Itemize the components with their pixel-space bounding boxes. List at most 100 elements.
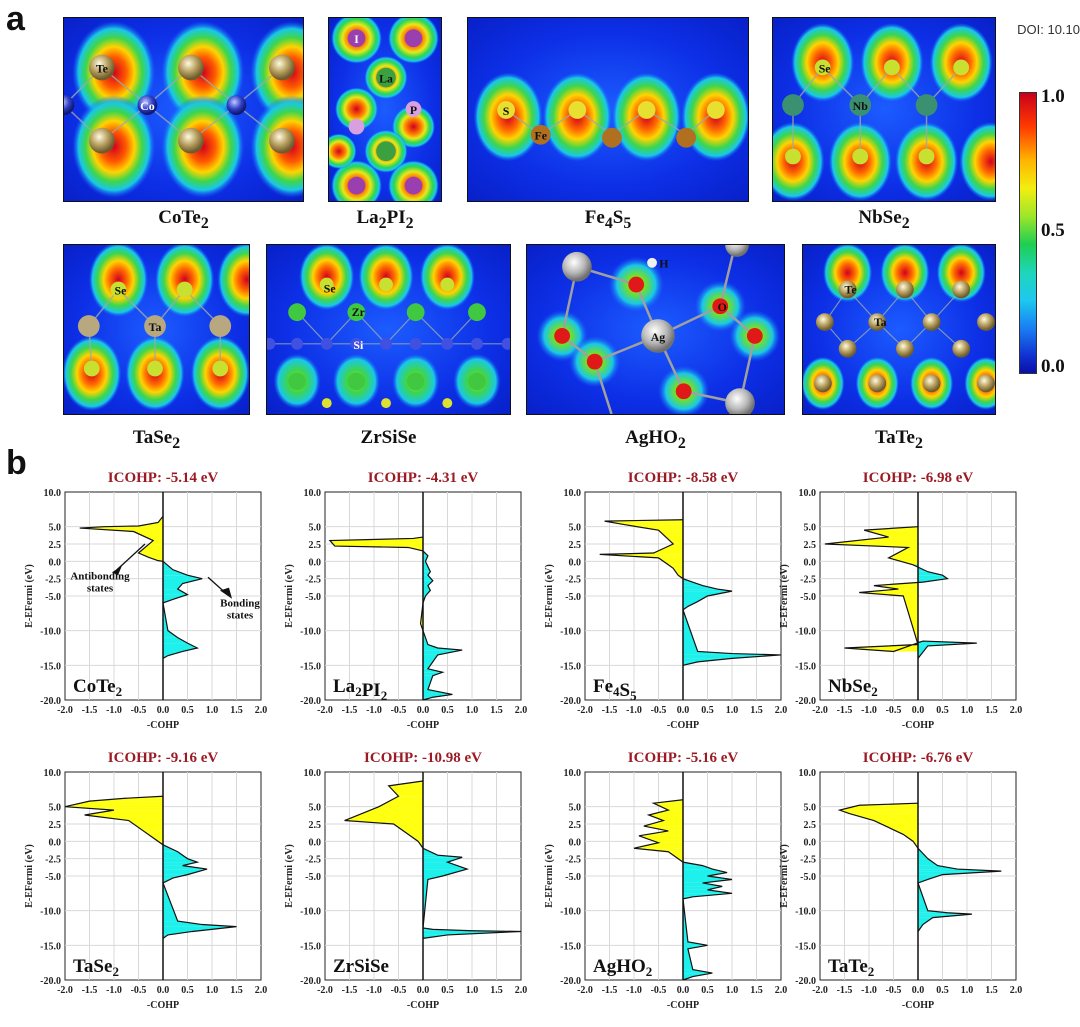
cohp-fill xyxy=(413,537,423,539)
x-tick-label: -0.5 xyxy=(886,705,902,716)
y-tick-label: -15.0 xyxy=(300,661,321,672)
cohp-fill xyxy=(423,675,433,690)
x-tick-label: 0.0 xyxy=(417,705,430,716)
doi-text: DOI: 10.10 xyxy=(1017,22,1080,37)
colorbar xyxy=(1019,92,1037,374)
cohp-fill xyxy=(408,834,423,842)
x-tick-label: -0.5 xyxy=(651,705,667,716)
x-tick-label: -1.0 xyxy=(626,705,642,716)
y-tick-label: -15.0 xyxy=(795,661,816,672)
y-axis-label: E-EFermi (eV) xyxy=(284,844,295,908)
charge-map-agho2: H Ag O xyxy=(526,244,785,415)
colorbar-tick-min: 0.0 xyxy=(1041,356,1065,377)
y-tick-label: -20.0 xyxy=(40,696,61,707)
cohp-fill xyxy=(873,585,918,590)
x-tick-label: -1.5 xyxy=(342,985,358,996)
cohp-fill xyxy=(683,882,723,887)
cohp-fill xyxy=(163,862,198,866)
y-tick-label: 0.0 xyxy=(49,557,62,568)
cohp-fill xyxy=(643,820,683,827)
y-tick-label: 0.0 xyxy=(569,557,582,568)
cohp-fill xyxy=(143,830,163,838)
y-tick-label: -15.0 xyxy=(40,941,61,952)
x-tick-label: -1.0 xyxy=(366,705,382,716)
x-tick-label: 0.0 xyxy=(157,705,170,716)
cohp-fill xyxy=(683,862,703,866)
cohp-fill xyxy=(408,547,423,551)
cohp-fill xyxy=(84,810,163,815)
cohp-fill xyxy=(839,805,918,811)
cohp-chart-1: ICOHP: -4.31 eV -2.0 -1.5 -1.0 -0.5 0.0 0.5 1.0… xyxy=(284,470,527,731)
x-tick-label: -2.0 xyxy=(57,985,73,996)
material-label: NbSe2 xyxy=(828,676,878,699)
y-axis-label: E-EFermi (eV) xyxy=(779,844,790,908)
y-tick-label: 0.0 xyxy=(804,557,817,568)
material-label: TaTe2 xyxy=(828,956,874,979)
cohp-fill xyxy=(643,826,683,831)
x-axis-label: -COHP xyxy=(902,1000,934,1011)
y-tick-label: -10.0 xyxy=(40,907,61,918)
x-tick-label: 0.0 xyxy=(912,985,925,996)
x-tick-label: 0.0 xyxy=(417,985,430,996)
x-tick-label: -2.0 xyxy=(577,705,593,716)
cohp-fill xyxy=(163,594,188,600)
y-tick-label: -2.5 xyxy=(45,855,61,866)
chart-title: ICOHP: -9.16 eV xyxy=(108,750,219,766)
map-label-agho2: AgHO2 xyxy=(625,427,686,452)
x-tick-label: 1.0 xyxy=(726,705,739,716)
x-tick-label: -2.0 xyxy=(317,985,333,996)
bonding-label: states xyxy=(227,609,254,621)
atom-label-h: H xyxy=(659,257,669,271)
cohp-fill xyxy=(388,785,423,797)
cohp-fill xyxy=(329,540,423,547)
y-tick-label: 5.0 xyxy=(804,803,817,814)
x-tick-label: -2.0 xyxy=(57,705,73,716)
y-tick-label: 2.5 xyxy=(309,540,322,551)
charge-map-tate2: Te Ta xyxy=(802,244,996,415)
atom-label-se: Se xyxy=(819,61,831,75)
cohp-line xyxy=(824,526,977,659)
cohp-fill xyxy=(138,553,163,558)
cohp-fill xyxy=(423,697,433,700)
cohp-fill xyxy=(683,591,732,596)
charge-map-zrsise: Se Zr Si xyxy=(266,244,511,415)
map-label-tate2: TaTe2 xyxy=(875,427,923,452)
nbse2-density-svg: Se Nb xyxy=(773,22,995,201)
cohp-fill xyxy=(423,585,431,591)
y-axis-label: E-EFermi (eV) xyxy=(544,844,555,908)
x-tick-label: 1.0 xyxy=(961,985,974,996)
x-tick-label: -0.5 xyxy=(391,705,407,716)
cohp-fill xyxy=(604,521,683,525)
x-tick-label: 1.0 xyxy=(961,705,974,716)
la2pi2-density-svg: I La P xyxy=(329,18,440,201)
cohp-fill xyxy=(138,544,163,554)
cohp-fill xyxy=(849,813,918,821)
cohp-fill xyxy=(918,924,923,932)
x-axis-label: -COHP xyxy=(147,720,179,731)
x-tick-label: 2.0 xyxy=(255,705,268,716)
tase2-density-svg: Se Ta xyxy=(64,245,249,412)
atom-label-ta: Ta xyxy=(874,315,887,329)
cohp-fill xyxy=(658,557,683,565)
cohp-fill xyxy=(163,878,173,883)
x-axis-label: -COHP xyxy=(667,720,699,731)
x-axis-label: -COHP xyxy=(147,1000,179,1011)
y-tick-label: 10.0 xyxy=(564,768,582,779)
y-tick-label: -20.0 xyxy=(560,976,581,987)
cohp-fill xyxy=(683,654,781,659)
y-tick-label: -10.0 xyxy=(560,907,581,918)
y-tick-label: 2.5 xyxy=(804,820,817,831)
cohp-fill xyxy=(668,851,683,859)
x-axis-label: -COHP xyxy=(667,1000,699,1011)
y-tick-label: 5.0 xyxy=(569,803,582,814)
atom-label-se: Se xyxy=(324,281,336,295)
y-tick-label: -5.0 xyxy=(800,592,816,603)
cohp-fill xyxy=(163,578,203,584)
cohp-fill xyxy=(423,857,463,863)
map-label-fe4s5: Fe4S5 xyxy=(584,207,632,232)
x-tick-label: 2.0 xyxy=(255,985,268,996)
atom-label-fe: Fe xyxy=(534,129,547,143)
x-tick-label: 1.5 xyxy=(490,705,503,716)
y-tick-label: -10.0 xyxy=(300,907,321,918)
material-label: ZrSiSe xyxy=(333,956,389,977)
